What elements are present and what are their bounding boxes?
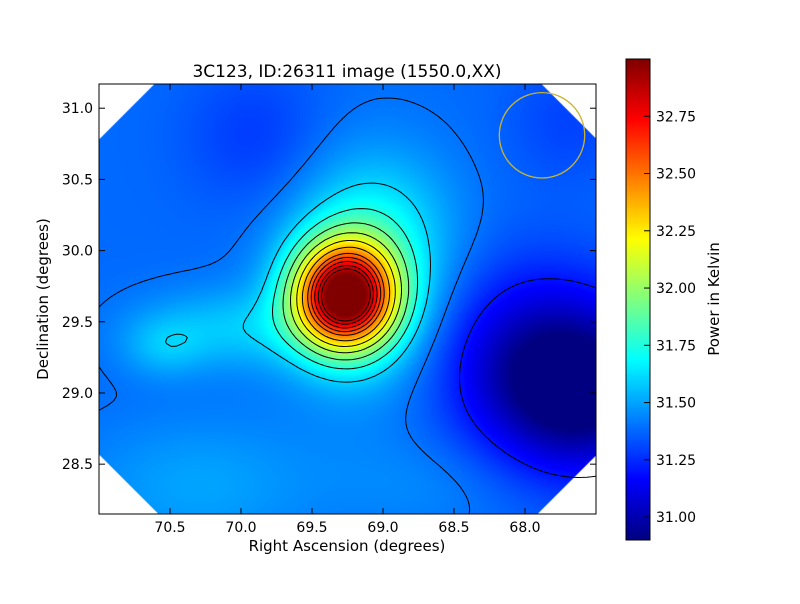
x-tick-label-0: 70.5 [154, 520, 185, 536]
x-tick-label-2: 69.5 [296, 520, 327, 536]
x-tick-label-4: 68.5 [438, 520, 469, 536]
y-tick-label-0: 28.5 [62, 457, 93, 473]
contour-level-3 [272, 208, 419, 370]
x-axis: 70.5 70.0 69.5 69.0 68.5 68.0 [154, 84, 541, 536]
contour-level-4 [282, 222, 410, 361]
contour-level-7 [301, 246, 391, 342]
colorbar-tick-label-7: 32.75 [656, 109, 696, 125]
heatmap-image [99, 84, 596, 514]
y-tick-label-3: 30.0 [62, 244, 93, 260]
chart-title: 3C123, ID:26311 image (1550.0,XX) [192, 62, 501, 82]
contour-level-10 [314, 260, 378, 329]
y-tick-label-1: 29.0 [62, 386, 93, 402]
plot-frame [98, 83, 597, 515]
contour-level-5 [290, 232, 402, 354]
contour-level-11 [317, 265, 374, 325]
x-tick-label-5: 68.0 [509, 520, 540, 536]
contour-level-9 [310, 256, 382, 333]
colorbar-tick-label-6: 32.50 [656, 167, 696, 183]
contour-level-6 [296, 240, 396, 347]
colorbar-tick-label-0: 31.00 [656, 510, 696, 526]
plot-area [98, 83, 597, 515]
colorbar-frame [625, 58, 651, 541]
colorbar-tick-label-1: 31.25 [656, 453, 696, 469]
x-tick-label-3: 69.0 [367, 520, 398, 536]
colorbar: 31.00 31.25 31.50 31.75 32.00 32.25 32.50 32.75… [625, 58, 723, 541]
y-tick-label-2: 29.5 [62, 315, 93, 331]
y-tick-label-5: 31.0 [62, 101, 93, 117]
x-axis-label: Right Ascension (degrees) [249, 537, 446, 555]
colorbar-tick-label-3: 31.75 [656, 338, 696, 354]
y-axis-label: Declination (degrees) [34, 218, 52, 380]
y-axis: 28.5 29.0 29.5 30.0 30.5 31.0 [62, 101, 596, 473]
colorbar-ticks: 31.00 31.25 31.50 31.75 32.00 32.25 32.50 32.75 [644, 109, 696, 526]
beam-circle [498, 91, 586, 179]
colorbar-tick-label-4: 32.00 [656, 281, 696, 297]
colorbar-gradient [626, 59, 650, 540]
colorbar-tick-label-5: 32.25 [656, 224, 696, 240]
x-tick-label-1: 70.0 [225, 520, 256, 536]
colorbar-label: Power in Kelvin [705, 242, 723, 356]
contour-level-12 [320, 268, 371, 322]
contour-level-2 [165, 182, 431, 383]
contour-level-8 [307, 252, 385, 336]
contour-level-1 [99, 97, 484, 514]
y-tick-label-4: 30.5 [62, 172, 93, 188]
contour-lines [99, 97, 596, 514]
colorbar-tick-label-2: 31.50 [656, 396, 696, 412]
contour-level-0 [459, 278, 596, 478]
